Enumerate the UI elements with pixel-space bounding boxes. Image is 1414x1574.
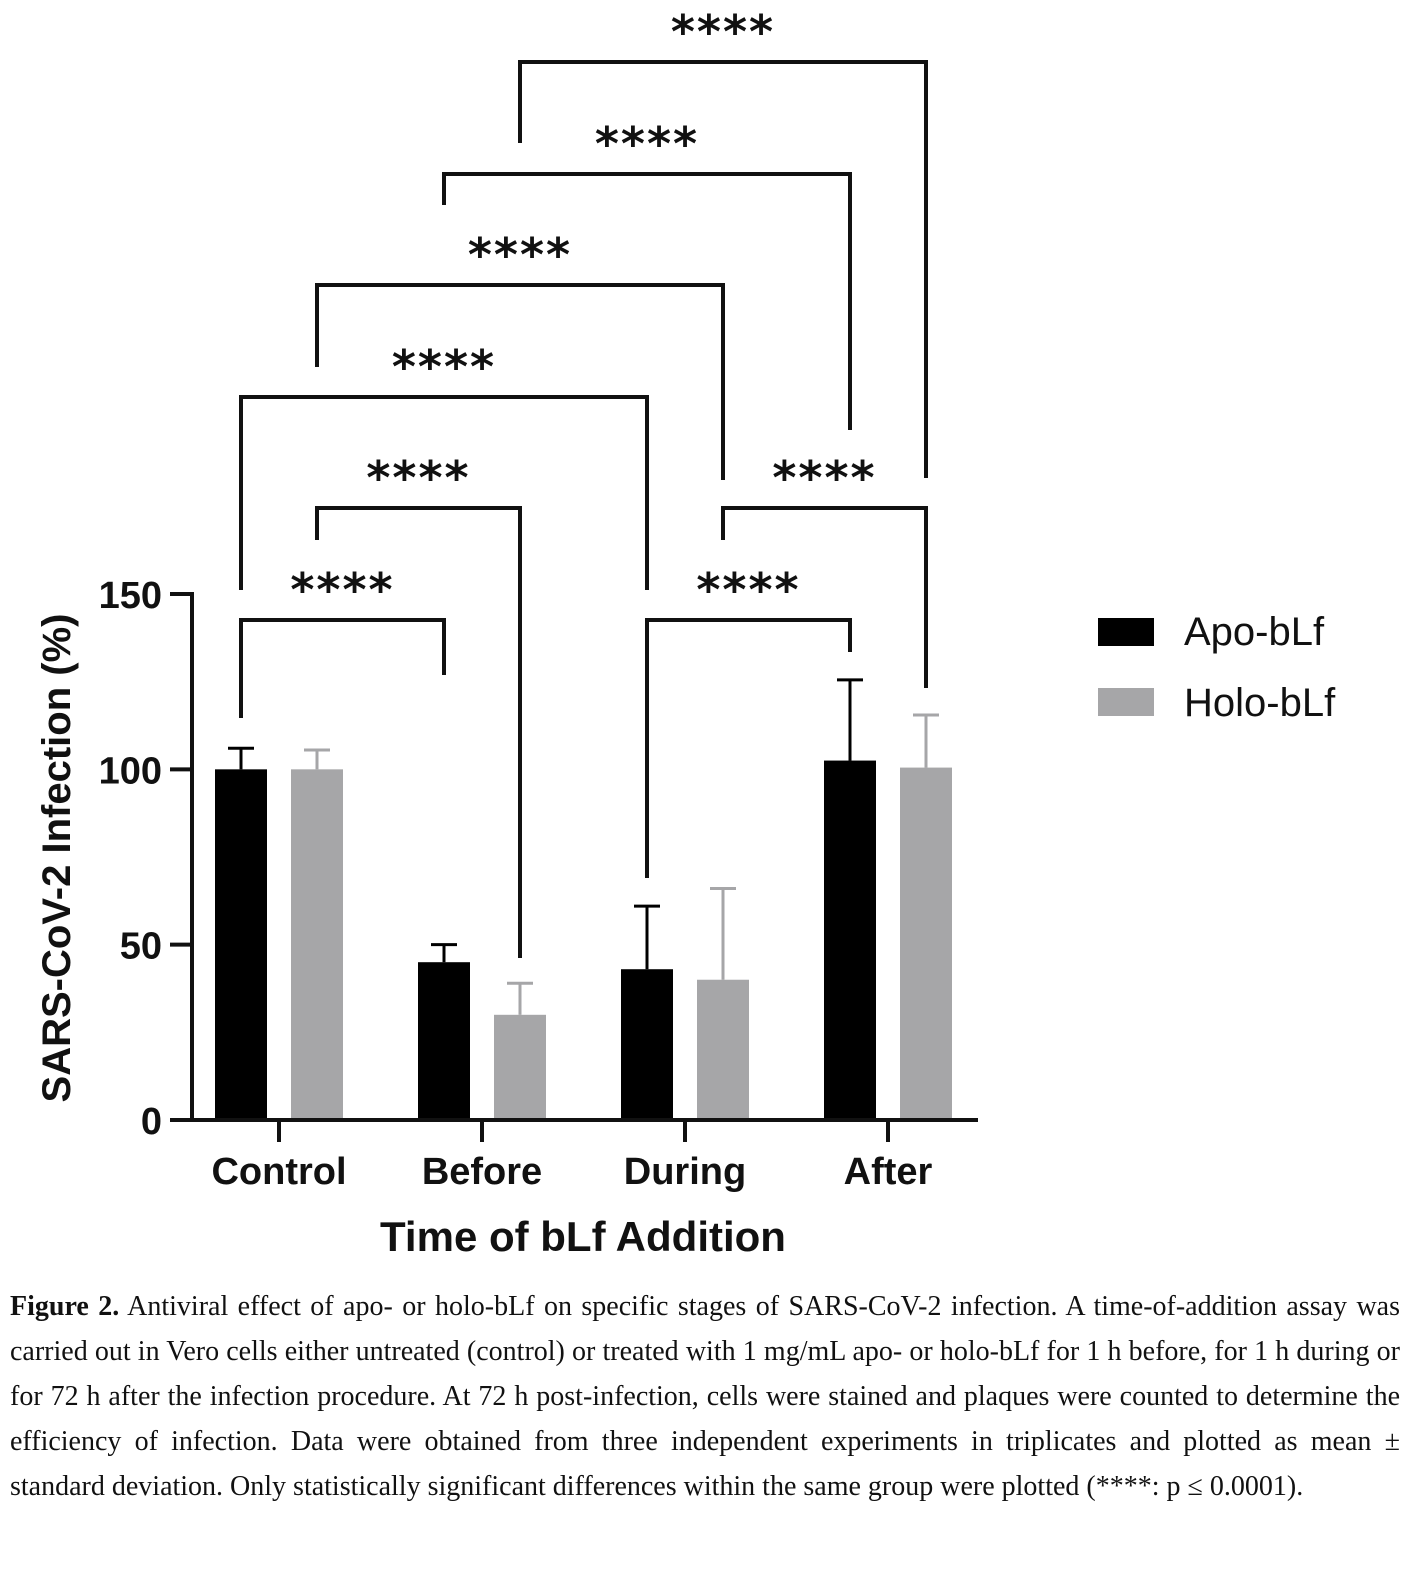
x-tick-label: Control — [211, 1151, 346, 1193]
legend: Apo-bLf Holo-bLf — [1098, 610, 1336, 725]
legend-label-apo: Apo-bLf — [1184, 610, 1325, 654]
significance-bracket — [315, 283, 725, 480]
significance-bracket — [518, 60, 928, 478]
significance-label: **** — [290, 563, 394, 617]
bar — [697, 979, 749, 1120]
x-tick-label: During — [624, 1151, 746, 1193]
significance-label: **** — [671, 5, 775, 59]
significance-bracket — [645, 618, 852, 878]
bar-chart: **** **** **** **** **** **** **** **** 0 50 100 1… — [35, 5, 1336, 1260]
y-tick-label: 150 — [99, 575, 162, 617]
significance-label: **** — [696, 563, 800, 617]
figure-caption: Figure 2. Antiviral effect of apo- or ho… — [10, 1284, 1400, 1509]
bar — [824, 760, 876, 1120]
significance-bracket — [315, 506, 522, 958]
bar — [494, 1014, 546, 1120]
bar — [215, 769, 267, 1120]
significance-label: **** — [366, 451, 470, 505]
bar — [418, 962, 470, 1120]
x-axis-title: Time of bLf Addition — [380, 1213, 786, 1260]
significance-label: **** — [772, 451, 876, 505]
bar — [291, 769, 343, 1120]
bar — [621, 969, 673, 1120]
x-tick-label: After — [844, 1151, 933, 1193]
caption-label: Figure 2. — [10, 1291, 120, 1322]
legend-swatch-apo — [1098, 618, 1154, 646]
significance-label: **** — [468, 228, 572, 282]
significance-brackets: **** **** **** **** **** **** **** **** — [239, 5, 928, 958]
axes: 0 50 100 150 Control Before During After — [99, 575, 978, 1193]
bar — [900, 767, 952, 1120]
y-tick-label: 50 — [120, 926, 162, 968]
significance-bracket — [442, 172, 852, 430]
x-tick-label: Before — [422, 1151, 542, 1193]
legend-swatch-holo — [1098, 688, 1154, 716]
significance-bracket — [721, 506, 928, 688]
significance-bracket — [239, 618, 446, 718]
bars — [215, 678, 952, 1120]
significance-label: **** — [392, 340, 496, 394]
significance-label: **** — [595, 117, 699, 171]
significance-bracket — [239, 395, 649, 590]
y-tick-label: 0 — [141, 1101, 162, 1143]
legend-label-holo: Holo-bLf — [1184, 681, 1336, 725]
caption-text: Antiviral effect of apo- or holo-bLf on … — [10, 1291, 1401, 1502]
y-tick-label: 100 — [99, 750, 162, 792]
y-axis-title: SARS-CoV-2 Infection (%) — [35, 614, 79, 1103]
